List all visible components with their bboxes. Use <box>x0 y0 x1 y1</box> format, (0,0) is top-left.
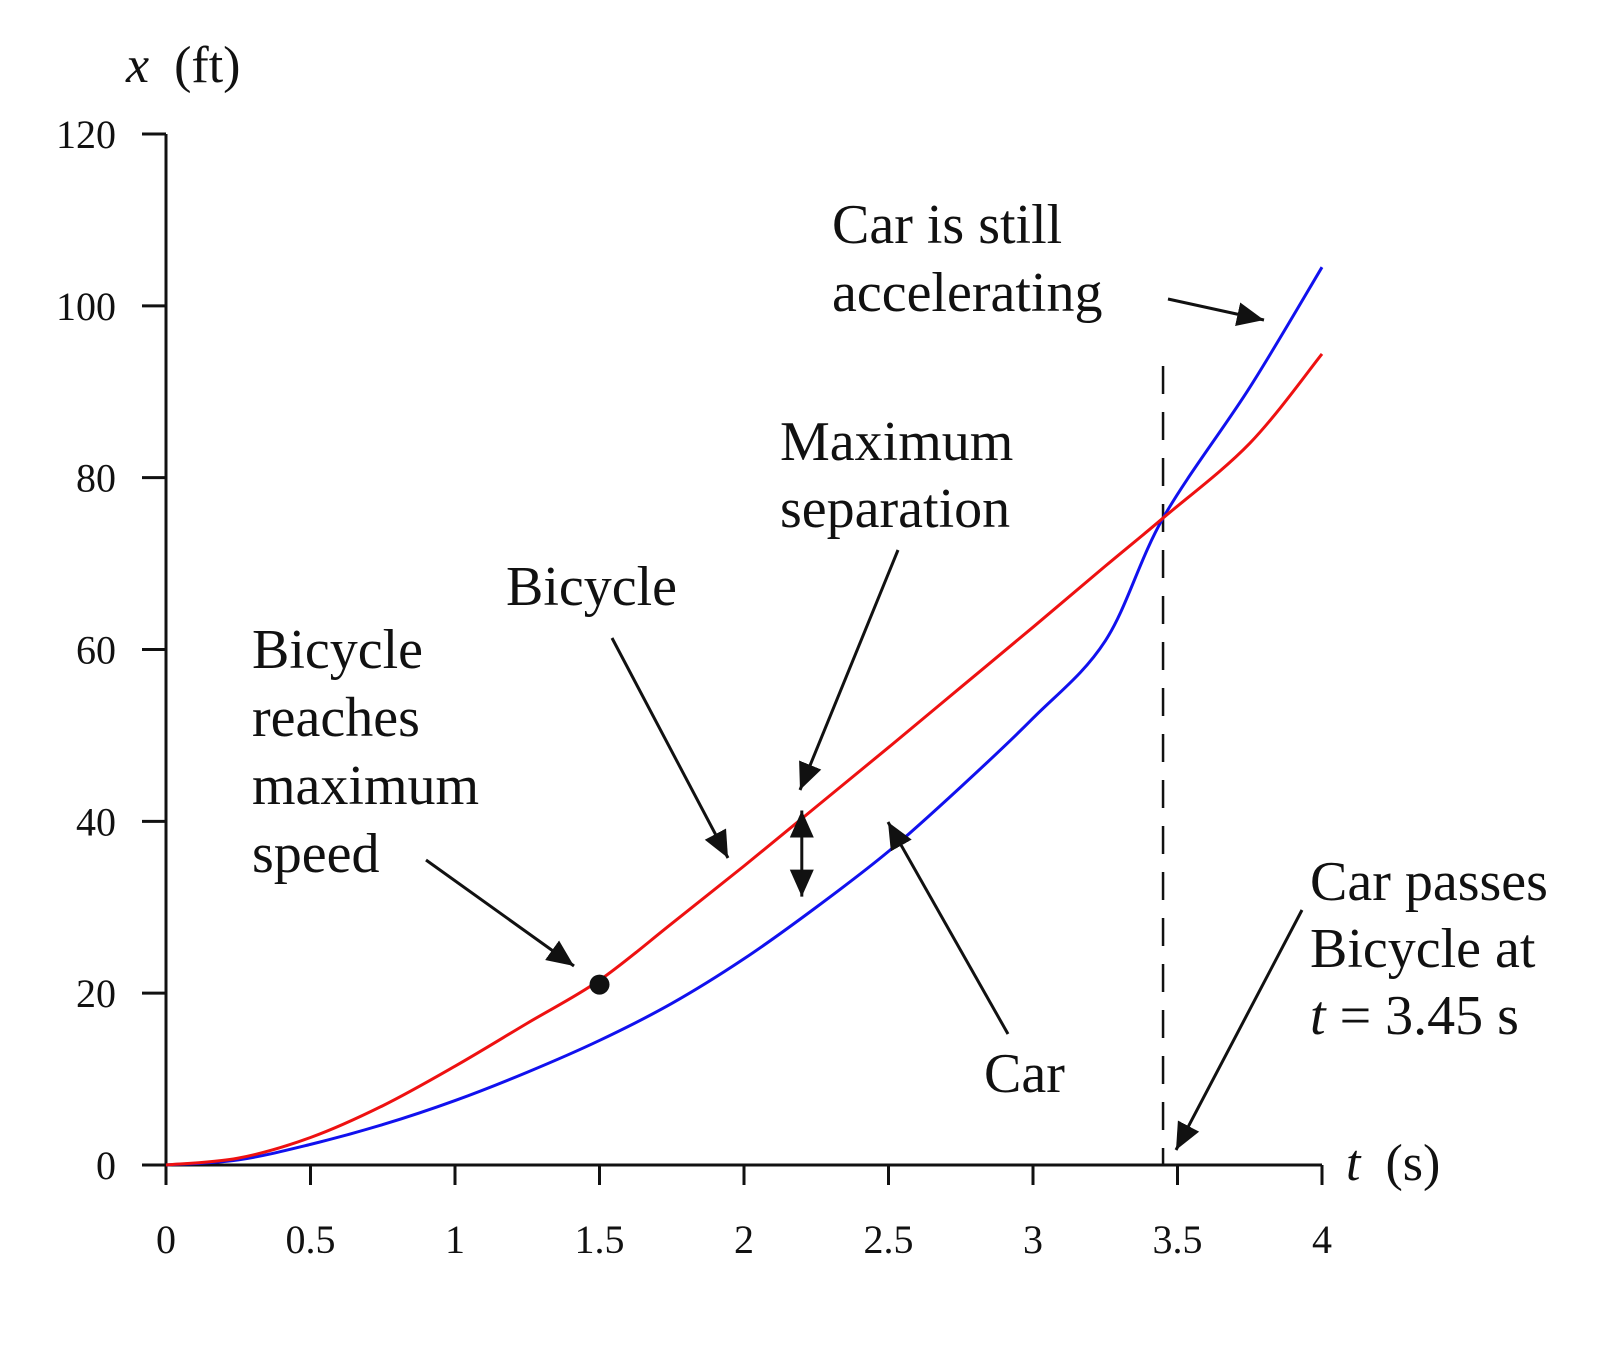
car-passes-line-1: Car passes <box>1310 851 1548 913</box>
max-speed-label: Bicycle reaches maximum speed <box>252 619 493 885</box>
car-passes-arrow <box>1174 909 1304 1151</box>
x-ticks: 0 0.5 1 1.5 2 2.5 3 3.5 4 <box>156 1165 1332 1262</box>
y-tick-label: 120 <box>56 112 116 157</box>
y-axis-unit: (ft) <box>174 37 240 94</box>
y-tick-label: 60 <box>76 628 116 673</box>
y-ticks: 0 20 40 60 80 100 120 <box>56 112 166 1188</box>
car-passes-eq-var: t <box>1310 985 1327 1047</box>
bicycle-label: Bicycle <box>506 556 677 618</box>
x-tick-label: 1 <box>445 1217 465 1262</box>
still-accelerating-arrow <box>1167 297 1265 326</box>
still-accelerating-line-1: Car is still <box>832 194 1062 256</box>
max-speed-line-3: maximum <box>252 755 479 817</box>
x-axis-var: t <box>1346 1135 1362 1192</box>
max-speed-line-1: Bicycle <box>252 619 423 681</box>
car-passes-equation: t = 3.45 s <box>1310 985 1519 1047</box>
max-separation-line-1: Maximum <box>780 411 1013 473</box>
x-tick-label: 0 <box>156 1217 176 1262</box>
x-tick-label: 3 <box>1023 1217 1043 1262</box>
car-label: Car <box>984 1043 1065 1105</box>
still-accelerating-label: Car is still accelerating <box>832 194 1102 324</box>
max-speed-marker <box>589 974 610 995</box>
car-passes-label: Car passes Bicycle at <box>1310 851 1562 980</box>
series-line-bicycle <box>165 353 1324 1167</box>
x-tick-label: 1.5 <box>575 1217 625 1262</box>
max-speed-line-2: reaches <box>252 687 420 749</box>
y-tick-label: 40 <box>76 799 116 844</box>
max-separation-label: Maximum separation <box>780 411 1027 540</box>
car-label-arrow <box>886 821 1010 1035</box>
x-axis-unit: (s) <box>1385 1135 1440 1192</box>
y-axis-var: x <box>125 37 149 94</box>
x-axis-title: t (s) <box>1346 1135 1440 1192</box>
x-tick-label: 2 <box>734 1217 754 1262</box>
y-tick-label: 20 <box>76 971 116 1016</box>
y-tick-label: 80 <box>76 456 116 501</box>
car-passes-eq-rest: = 3.45 s <box>1340 985 1519 1047</box>
max-separation-label-arrow <box>798 549 900 791</box>
car-passes-line-2: Bicycle at <box>1310 918 1536 980</box>
max-speed-line-4: speed <box>252 823 380 885</box>
max-separation-line-2: separation <box>780 478 1010 540</box>
x-tick-label: 0.5 <box>286 1217 336 1262</box>
x-tick-label: 3.5 <box>1153 1217 1203 1262</box>
max-speed-arrow <box>425 858 575 968</box>
y-tick-label: 0 <box>96 1143 116 1188</box>
y-axis-title: x (ft) <box>125 37 241 94</box>
y-tick-label: 100 <box>56 284 116 329</box>
still-accelerating-line-2: accelerating <box>832 262 1102 324</box>
series-line-car <box>165 266 1324 1167</box>
bicycle-label-arrow <box>610 637 730 859</box>
x-tick-label: 4 <box>1312 1217 1332 1262</box>
x-tick-label: 2.5 <box>864 1217 914 1262</box>
